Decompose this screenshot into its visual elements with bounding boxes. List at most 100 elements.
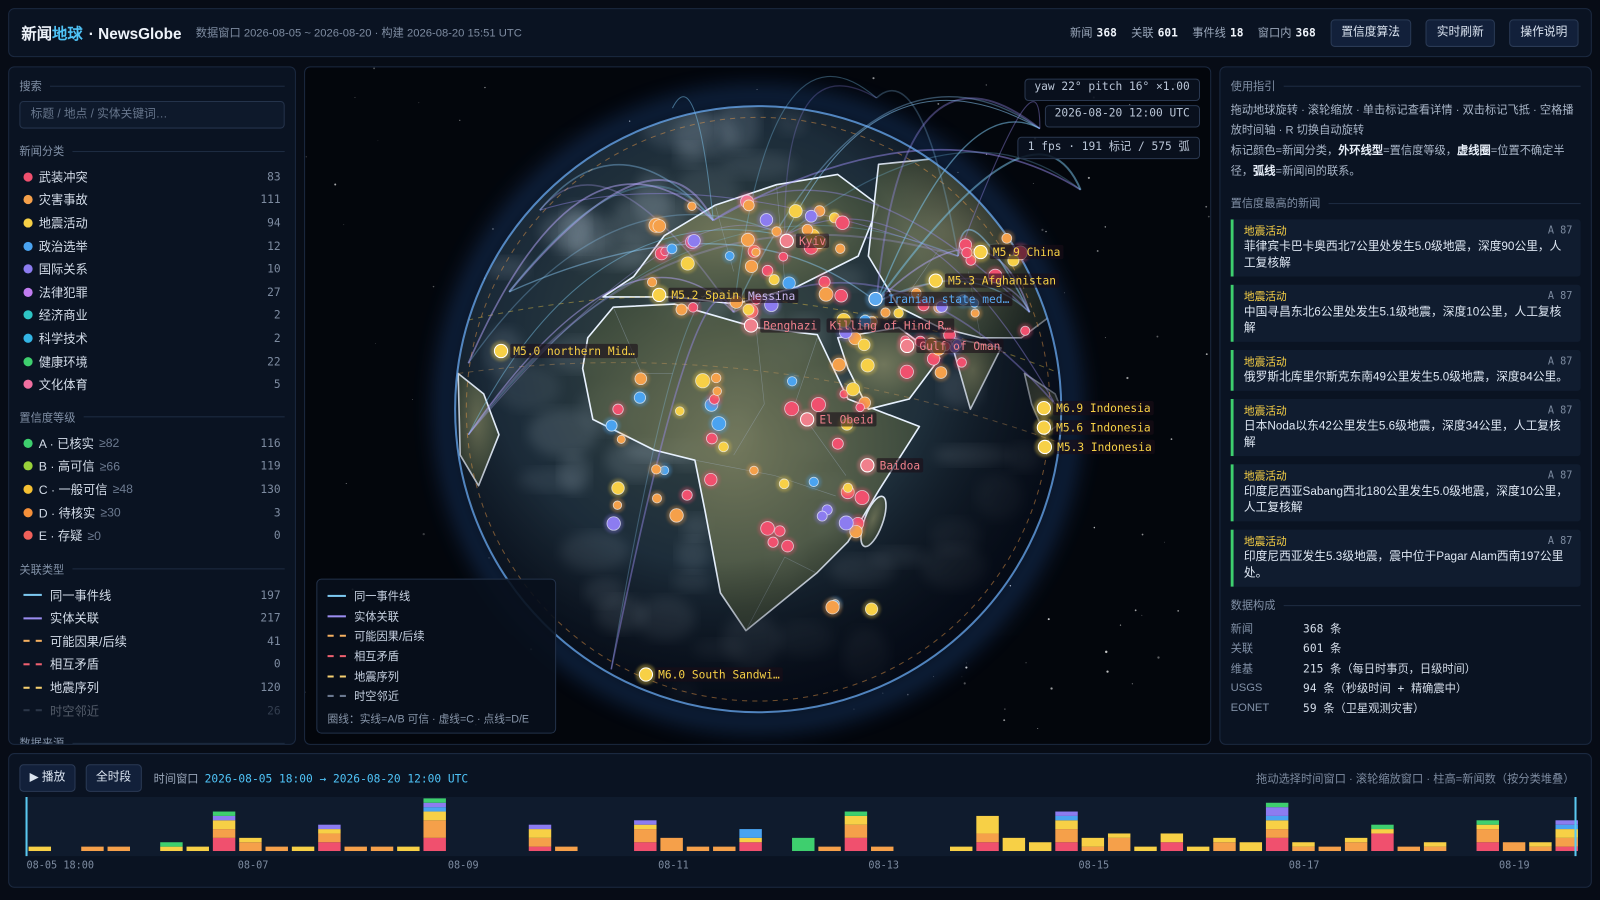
marker[interactable] bbox=[838, 515, 854, 531]
marker[interactable] bbox=[606, 516, 621, 531]
marker[interactable] bbox=[864, 602, 879, 616]
news-card[interactable]: 地震活动 A 87 印度尼西亚发生5.3级地震，震中位于Pagar Alam西南19… bbox=[1230, 529, 1581, 587]
marker[interactable] bbox=[1037, 439, 1053, 455]
marker[interactable] bbox=[835, 243, 846, 254]
marker[interactable] bbox=[857, 338, 871, 352]
marker[interactable] bbox=[706, 432, 718, 445]
header-button[interactable]: 置信度算法 bbox=[1330, 18, 1412, 47]
globe[interactable]: M5.9 China Kyiv M5.3 Afghanistan M5.2 Spain… bbox=[305, 67, 1211, 745]
marker[interactable] bbox=[801, 223, 814, 236]
marker[interactable] bbox=[880, 307, 891, 318]
marker[interactable] bbox=[695, 373, 711, 389]
search-input[interactable]: 标题 / 地点 / 实体关键词… bbox=[19, 101, 285, 129]
marker[interactable] bbox=[652, 287, 667, 303]
marker[interactable] bbox=[868, 291, 883, 307]
relation-item[interactable]: 同一事件线 197 bbox=[19, 584, 284, 607]
marker[interactable] bbox=[860, 358, 875, 373]
marker[interactable] bbox=[647, 277, 658, 288]
marker[interactable] bbox=[710, 372, 722, 384]
marker[interactable] bbox=[928, 273, 943, 288]
marker[interactable] bbox=[893, 307, 904, 319]
marker[interactable] bbox=[804, 209, 818, 223]
marker[interactable] bbox=[956, 357, 967, 368]
marker[interactable] bbox=[675, 406, 685, 416]
marker[interactable] bbox=[612, 403, 624, 415]
marker[interactable] bbox=[666, 243, 678, 255]
marker[interactable] bbox=[759, 213, 774, 227]
marker[interactable] bbox=[855, 402, 865, 413]
marker[interactable] bbox=[718, 441, 729, 453]
marker[interactable] bbox=[680, 256, 695, 271]
marker[interactable] bbox=[638, 667, 654, 682]
marker[interactable] bbox=[835, 215, 850, 230]
marker[interactable] bbox=[724, 251, 735, 261]
category-item[interactable]: 政治选举 12 bbox=[19, 234, 284, 257]
category-item[interactable]: 法律犯罪 27 bbox=[19, 281, 284, 304]
marker[interactable] bbox=[831, 437, 844, 450]
marker[interactable] bbox=[778, 478, 790, 490]
timeline-chart[interactable]: 08-05 18:00 08-07 08-09 08-11 08-13 08-15 08-1… bbox=[9, 754, 1592, 888]
relation-item[interactable]: 时空邻近 26 bbox=[19, 699, 284, 722]
marker[interactable] bbox=[742, 199, 755, 212]
all-button[interactable]: 全时段 bbox=[85, 764, 142, 792]
marker[interactable] bbox=[767, 536, 779, 548]
marker[interactable] bbox=[1036, 420, 1052, 435]
marker[interactable] bbox=[681, 489, 693, 501]
marker[interactable] bbox=[779, 233, 794, 248]
marker[interactable] bbox=[799, 412, 815, 427]
confidence-item[interactable]: D · 待核实 ≥30 3 bbox=[19, 501, 284, 524]
marker[interactable] bbox=[771, 226, 782, 237]
marker[interactable] bbox=[711, 416, 727, 431]
marker[interactable] bbox=[781, 539, 794, 553]
category-item[interactable]: 经济商业 2 bbox=[19, 304, 284, 327]
marker[interactable] bbox=[1020, 325, 1031, 336]
relation-item[interactable]: 地震序列 120 bbox=[19, 676, 284, 699]
marker[interactable] bbox=[1036, 401, 1052, 416]
marker[interactable] bbox=[749, 465, 759, 476]
relation-item[interactable]: 相互矛盾 0 bbox=[19, 653, 284, 676]
marker[interactable] bbox=[652, 493, 662, 504]
marker[interactable] bbox=[742, 303, 755, 316]
marker[interactable] bbox=[493, 343, 509, 359]
marker[interactable] bbox=[611, 481, 625, 495]
marker[interactable] bbox=[973, 244, 988, 260]
marker[interactable] bbox=[687, 234, 701, 248]
marker[interactable] bbox=[899, 338, 915, 354]
marker[interactable] bbox=[787, 376, 798, 387]
marker[interactable] bbox=[842, 482, 853, 493]
marker[interactable] bbox=[751, 247, 761, 257]
marker[interactable] bbox=[808, 476, 819, 487]
marker[interactable] bbox=[652, 219, 667, 233]
marker[interactable] bbox=[860, 458, 875, 473]
marker[interactable] bbox=[743, 318, 759, 333]
news-card[interactable]: 地震活动 A 87 菲律宾卡巴卡奥西北7公里处发生5.0级地震，深度90公里，人工复… bbox=[1230, 219, 1581, 277]
news-card[interactable]: 地震活动 A 87 俄罗斯北库里尔斯克东南49公里发生5.0级地震，深度84公里。 bbox=[1230, 349, 1581, 391]
marker[interactable] bbox=[687, 201, 697, 211]
marker[interactable] bbox=[669, 508, 684, 523]
category-item[interactable]: 健康环境 22 bbox=[19, 350, 284, 373]
header-button[interactable]: 操作说明 bbox=[1509, 18, 1579, 47]
marker[interactable] bbox=[651, 464, 662, 475]
marker[interactable] bbox=[834, 288, 848, 303]
category-item[interactable]: 文化体育 5 bbox=[19, 373, 284, 396]
news-card[interactable]: 地震活动 A 87 印度尼西亚Sabang西北180公里发生5.0级地震，深度10公… bbox=[1230, 464, 1581, 522]
category-item[interactable]: 国际关系 10 bbox=[19, 258, 284, 281]
marker[interactable] bbox=[784, 401, 800, 417]
category-item[interactable]: 科学技术 2 bbox=[19, 327, 284, 350]
marker[interactable] bbox=[846, 382, 861, 397]
marker[interactable] bbox=[605, 419, 618, 432]
relation-item[interactable]: 实体关联 217 bbox=[19, 607, 284, 630]
marker[interactable] bbox=[778, 251, 789, 262]
marker[interactable] bbox=[675, 303, 688, 316]
news-card[interactable]: 地震活动 A 87 日本Noda以东42公里发生5.6级地震，深度34公里，人工复核… bbox=[1230, 398, 1581, 457]
marker[interactable] bbox=[782, 276, 796, 290]
category-item[interactable]: 地震活动 94 bbox=[19, 211, 284, 234]
category-item[interactable]: 武装冲突 83 bbox=[19, 165, 284, 188]
marker[interactable] bbox=[899, 364, 914, 379]
marker[interactable] bbox=[712, 386, 722, 396]
marker[interactable] bbox=[744, 259, 759, 273]
marker[interactable] bbox=[788, 204, 803, 219]
confidence-item[interactable]: E · 存疑 ≥0 0 bbox=[19, 524, 284, 547]
marker[interactable] bbox=[1001, 232, 1013, 244]
marker[interactable] bbox=[854, 490, 870, 506]
